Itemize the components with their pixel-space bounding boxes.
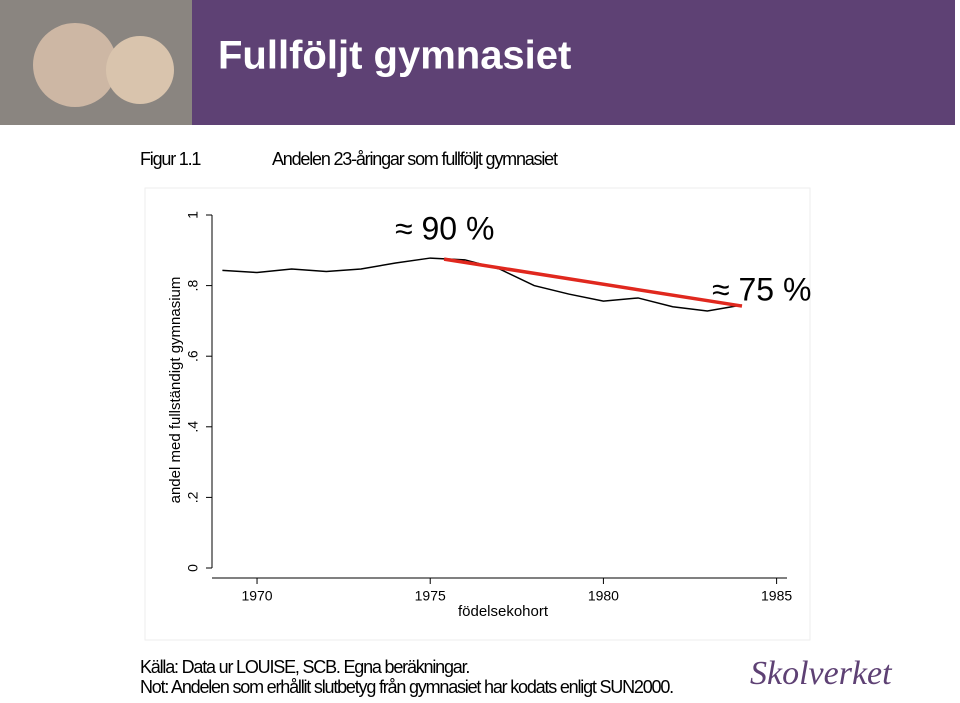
y-tick-label: 0 bbox=[185, 564, 201, 572]
header-band bbox=[192, 0, 955, 125]
y-axis-label: andel med fullständigt gymnasium bbox=[167, 277, 184, 504]
y-tick-label: 1 bbox=[185, 211, 201, 219]
y-tick-label: .2 bbox=[185, 491, 201, 503]
y-tick-label: .4 bbox=[185, 421, 201, 433]
annotation: ≈ 90 % bbox=[395, 210, 494, 246]
y-tick-label: .6 bbox=[185, 350, 201, 362]
annotation: ≈ 75 % bbox=[712, 271, 811, 307]
trend-line bbox=[443, 257, 743, 308]
source: Källa: Data ur LOUISE, SCB. Egna beräkni… bbox=[140, 657, 469, 677]
figure-label: Figur 1.1 bbox=[140, 149, 201, 169]
note: Not: Andelen som erhållit slutbetyg från… bbox=[140, 677, 673, 697]
photo-face bbox=[106, 36, 174, 104]
y-tick-label: .8 bbox=[185, 280, 201, 292]
x-tick-label: 1970 bbox=[241, 588, 272, 604]
plot-frame bbox=[144, 187, 811, 641]
photo-face bbox=[33, 23, 117, 107]
x-tick-label: 1985 bbox=[761, 588, 792, 604]
x-tick-label: 1975 bbox=[415, 588, 446, 604]
chart-title: Andelen 23-åringar som fullföljt gymnasi… bbox=[272, 149, 558, 169]
logo: Skolverket bbox=[750, 655, 893, 692]
x-axis-label: födelsekohort bbox=[458, 603, 549, 620]
slide-title: Fullföljt gymnasiet bbox=[218, 34, 571, 78]
x-tick-label: 1980 bbox=[588, 588, 619, 604]
